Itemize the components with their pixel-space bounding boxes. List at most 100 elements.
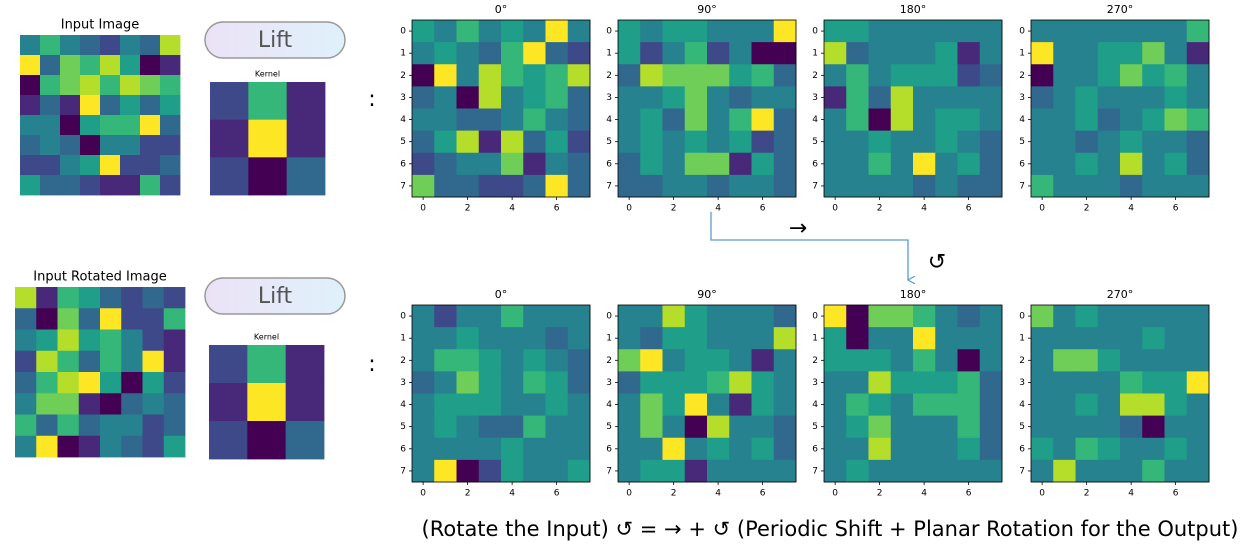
x-tick-label: 6	[760, 204, 766, 214]
heatmap-cell	[707, 20, 730, 43]
heatmap-cell	[935, 20, 958, 43]
heatmap-cell	[1186, 86, 1210, 109]
x-tick-label: 2	[465, 489, 471, 499]
heatmap-cell	[523, 371, 546, 394]
x-tick-label: 0	[832, 489, 838, 499]
heatmap-cell	[684, 349, 708, 372]
heatmap-cell	[163, 372, 186, 394]
heatmap-cell	[247, 383, 287, 422]
heatmap-cell	[160, 75, 181, 96]
heatmap-cell	[1164, 86, 1188, 109]
heatmap-cell	[412, 174, 435, 198]
heatmap-cell	[545, 437, 569, 461]
heatmap-cell	[1075, 108, 1099, 132]
heatmap-cell	[1142, 371, 1165, 394]
heatmap-cell	[1031, 393, 1054, 417]
heatmap-cell	[1053, 86, 1076, 109]
heatmap-cell	[773, 415, 797, 439]
output-title: 270°	[1107, 288, 1134, 301]
colon: :	[368, 352, 375, 377]
heatmap-cell	[729, 20, 752, 43]
heatmap-cell	[846, 86, 869, 109]
heatmap-cell	[707, 371, 730, 394]
heatmap-cell	[618, 305, 641, 328]
heatmap-cell	[846, 393, 869, 417]
heatmap-cell	[662, 327, 686, 350]
heatmap-cell	[684, 305, 708, 328]
heatmap-cell	[209, 383, 248, 422]
y-tick-label: 1	[1019, 49, 1025, 59]
x-tick-label: 6	[1173, 489, 1179, 499]
heatmap-cell	[57, 435, 80, 458]
y-tick-label: 1	[1019, 334, 1025, 344]
x-tick-label: 2	[465, 204, 471, 214]
heatmap-cell	[80, 35, 101, 56]
heatmap-cell	[523, 108, 546, 132]
heatmap-cell	[729, 42, 752, 65]
heatmap-cell	[979, 130, 1003, 154]
y-tick-label: 0	[812, 312, 818, 322]
heatmap-cell	[545, 152, 569, 176]
heatmap-cell	[78, 308, 101, 330]
heatmap-cell	[545, 20, 569, 43]
heatmap-cell	[478, 64, 502, 87]
heatmap-cell	[142, 329, 165, 352]
rotate-symbol: ↺	[928, 250, 946, 275]
plot-frame	[823, 304, 1003, 483]
heatmap-cell	[412, 42, 435, 65]
heatmap-cell	[100, 155, 121, 176]
heatmap-cell	[567, 459, 591, 483]
heatmap-cell	[15, 350, 37, 373]
heatmap-cell	[729, 371, 752, 394]
y-tick-label: 4	[812, 115, 818, 125]
heatmap-cell	[868, 393, 892, 417]
heatmap-cell	[120, 35, 141, 56]
heatmap-cell	[729, 174, 752, 198]
heatmap-cell	[935, 174, 958, 198]
heatmap-cell	[751, 174, 775, 198]
heatmap-cell	[100, 287, 122, 309]
heatmap-cell	[456, 305, 480, 328]
heatmap-cell	[684, 108, 708, 132]
heatmap-cell	[100, 329, 122, 352]
heatmap-cell	[824, 130, 847, 154]
heatmap-cell	[80, 115, 101, 136]
heatmap-cell	[935, 42, 958, 65]
heatmap-cell	[142, 308, 165, 330]
kernel-title: Kernel	[255, 70, 280, 79]
heatmap-cell	[890, 64, 914, 87]
heatmap-cell	[957, 64, 981, 87]
heatmap-cell	[523, 393, 546, 417]
heatmap-cell	[640, 152, 663, 176]
heatmap-cell	[1164, 20, 1188, 43]
heatmap-cell	[456, 459, 480, 483]
heatmap-cell	[824, 349, 847, 372]
heatmap-cell	[1142, 305, 1165, 328]
heatmap-cell	[567, 393, 591, 417]
heatmap-cell	[979, 327, 1003, 350]
heatmap-cell	[120, 155, 141, 176]
heatmap-cell	[935, 64, 958, 87]
heatmap-cell	[913, 42, 936, 65]
heatmap-cell	[142, 435, 165, 458]
heatmap-cell	[567, 305, 591, 328]
heatmap-cell	[163, 393, 186, 415]
heatmap-cell	[640, 86, 663, 109]
y-tick-label: 2	[812, 356, 818, 366]
heatmap-cell	[684, 459, 708, 483]
heatmap-cell	[662, 130, 686, 154]
heatmap-cell	[120, 115, 141, 136]
heatmap-cell	[979, 108, 1003, 132]
y-tick-label: 4	[400, 115, 406, 125]
heatmap-cell	[478, 86, 502, 109]
heatmap-cell	[36, 435, 58, 458]
heatmap-cell	[707, 86, 730, 109]
heatmap-cell	[60, 175, 81, 196]
y-tick-label: 4	[606, 115, 612, 125]
heatmap-cell	[1142, 349, 1165, 372]
heatmap-cell	[618, 349, 641, 372]
heatmap-cell	[456, 42, 480, 65]
heatmap-cell	[1053, 152, 1076, 176]
heatmap-cell	[1120, 108, 1143, 132]
heatmap-cell	[1142, 152, 1165, 176]
